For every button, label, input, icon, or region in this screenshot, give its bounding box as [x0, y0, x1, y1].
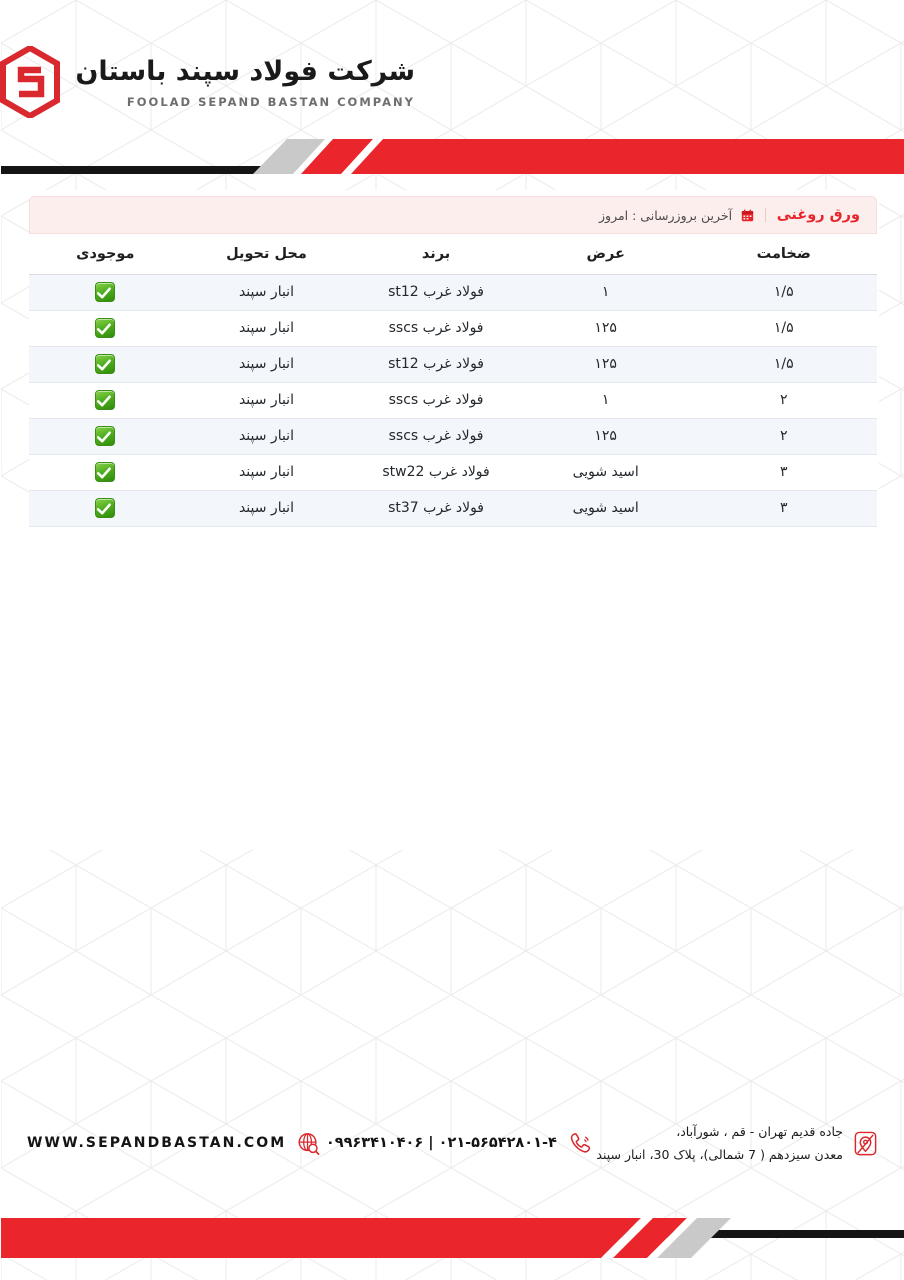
cell-brand: فولاد غرب st12: [350, 346, 520, 382]
cell-delivery: انبار سپند: [181, 454, 351, 490]
check-available-icon: [94, 498, 114, 518]
cell-brand: فولاد غرب sscs: [350, 382, 520, 418]
check-available-icon: [94, 354, 114, 374]
cell-delivery: انبار سپند: [181, 382, 351, 418]
cell-thickness: ۳: [689, 490, 876, 526]
page-header: شرکت فولاد سپند باستان FOOLAD SEPAND BAS…: [0, 0, 904, 182]
cell-width: ۱۲۵: [520, 346, 690, 382]
cell-thickness: ۱/۵: [689, 346, 876, 382]
cell-stock: [28, 490, 181, 526]
footer-contact-row: جاده قدیم تهران - قم ، شورآباد، معدن سیز…: [0, 1106, 904, 1180]
table-row: ۱/۵ ۱ فولاد غرب st12 انبار سپند: [28, 274, 876, 310]
footer-address-block: جاده قدیم تهران - قم ، شورآباد، معدن سیز…: [595, 1120, 878, 1166]
cell-delivery: انبار سپند: [181, 346, 351, 382]
table-row: ۳ اسید شویی فولاد غرب st37 انبار سپند: [28, 490, 876, 526]
page-footer: جاده قدیم تهران - قم ، شورآباد، معدن سیز…: [0, 1090, 904, 1280]
footer-website-url[interactable]: WWW.SEPANDBASTAN.COM: [26, 1135, 285, 1151]
table-row: ۳ اسید شویی فولاد غرب stw22 انبار سپند: [28, 454, 876, 490]
company-name-en: FOOLAD SEPAND BASTAN COMPANY: [74, 95, 414, 109]
column-header-stock: موجودی: [28, 234, 181, 274]
table-row: ۱/۵ ۱۲۵ فولاد غرب st12 انبار سپند: [28, 346, 876, 382]
cell-width: ۱۲۵: [520, 418, 690, 454]
price-table: ضخامت عرض برند محل تحویل موجودی ۱/۵ ۱ فولا…: [28, 234, 876, 527]
column-header-delivery: محل تحویل: [181, 234, 351, 274]
header-decorative-banner: [0, 124, 904, 182]
location-pin-icon: [851, 1130, 878, 1157]
table-row: ۲ ۱ فولاد غرب sscs انبار سپند: [28, 382, 876, 418]
cell-delivery: انبار سپند: [181, 490, 351, 526]
footer-website-block[interactable]: WWW.SEPANDBASTAN.COM: [26, 1130, 321, 1157]
column-header-width: عرض: [520, 234, 690, 274]
cell-thickness: ۳: [689, 454, 876, 490]
last-update-label: آخرین بروزرسانی : امروز: [598, 208, 731, 223]
page-root: شرکت فولاد سپند باستان FOOLAD SEPAND BAS…: [0, 0, 904, 1280]
table-title-bar: ورق روغنی | آخرین بروزرسانی : امروز: [28, 196, 876, 234]
cell-width: ۱: [520, 382, 690, 418]
cell-thickness: ۱/۵: [689, 310, 876, 346]
cell-stock: [28, 274, 181, 310]
check-available-icon: [94, 282, 114, 302]
cell-delivery: انبار سپند: [181, 274, 351, 310]
cell-width: ۱: [520, 274, 690, 310]
price-table-head: ضخامت عرض برند محل تحویل موجودی: [28, 234, 876, 274]
table-row: ۱/۵ ۱۲۵ فولاد غرب sscs انبار سپند: [28, 310, 876, 346]
check-available-icon: [94, 318, 114, 338]
brand-block: شرکت فولاد سپند باستان FOOLAD SEPAND BAS…: [0, 46, 414, 118]
cell-delivery: انبار سپند: [181, 418, 351, 454]
cell-stock: [28, 418, 181, 454]
cell-thickness: ۲: [689, 418, 876, 454]
globe-search-icon: [294, 1130, 321, 1157]
address-line-2: معدن سیزدهم ( 7 شمالی)، پلاک 30، انبار س…: [595, 1143, 842, 1166]
calendar-icon: [740, 209, 753, 222]
cell-stock: [28, 346, 181, 382]
table-header-row: ضخامت عرض برند محل تحویل موجودی: [28, 234, 876, 274]
cell-width: اسید شویی: [520, 454, 690, 490]
cell-brand: فولاد غرب st12: [350, 274, 520, 310]
main-content: ورق روغنی | آخرین بروزرسانی : امروز: [0, 182, 904, 1090]
title-separator: |: [762, 207, 767, 223]
footer-phone-number[interactable]: ۰۹۹۶۳۴۱۰۴۰۶ | ۰۲۱-۵۶۵۴۲۸۰۱-۴: [325, 1135, 556, 1151]
cell-thickness: ۱/۵: [689, 274, 876, 310]
company-hexagon-s-logo: [0, 46, 60, 118]
cell-width: اسید شویی: [520, 490, 690, 526]
cell-stock: [28, 310, 181, 346]
address-line-1: جاده قدیم تهران - قم ، شورآباد،: [595, 1120, 842, 1143]
cell-stock: [28, 454, 181, 490]
footer-decorative-banner: [0, 1218, 904, 1280]
cell-brand: فولاد غرب sscs: [350, 418, 520, 454]
table-title: ورق روغنی: [776, 207, 859, 223]
price-table-card: ورق روغنی | آخرین بروزرسانی : امروز: [28, 196, 876, 527]
cell-brand: فولاد غرب sscs: [350, 310, 520, 346]
check-available-icon: [94, 426, 114, 446]
check-available-icon: [94, 462, 114, 482]
cell-delivery: انبار سپند: [181, 310, 351, 346]
cell-brand: فولاد غرب stw22: [350, 454, 520, 490]
brand-text: شرکت فولاد سپند باستان FOOLAD SEPAND BAS…: [74, 55, 414, 110]
column-header-thickness: ضخامت: [689, 234, 876, 274]
phone-icon: [565, 1130, 592, 1157]
company-name-fa: شرکت فولاد سپند باستان: [74, 55, 414, 89]
cell-brand: فولاد غرب st37: [350, 490, 520, 526]
table-row: ۲ ۱۲۵ فولاد غرب sscs انبار سپند: [28, 418, 876, 454]
footer-phone-block[interactable]: ۰۹۹۶۳۴۱۰۴۰۶ | ۰۲۱-۵۶۵۴۲۸۰۱-۴: [325, 1130, 592, 1157]
footer-address-lines: جاده قدیم تهران - قم ، شورآباد، معدن سیز…: [595, 1120, 842, 1166]
price-table-body: ۱/۵ ۱ فولاد غرب st12 انبار سپند ۱/۵ ۱۲۵ فولاد …: [28, 274, 876, 526]
cell-thickness: ۲: [689, 382, 876, 418]
cell-stock: [28, 382, 181, 418]
cell-width: ۱۲۵: [520, 310, 690, 346]
column-header-brand: برند: [350, 234, 520, 274]
check-available-icon: [94, 390, 114, 410]
